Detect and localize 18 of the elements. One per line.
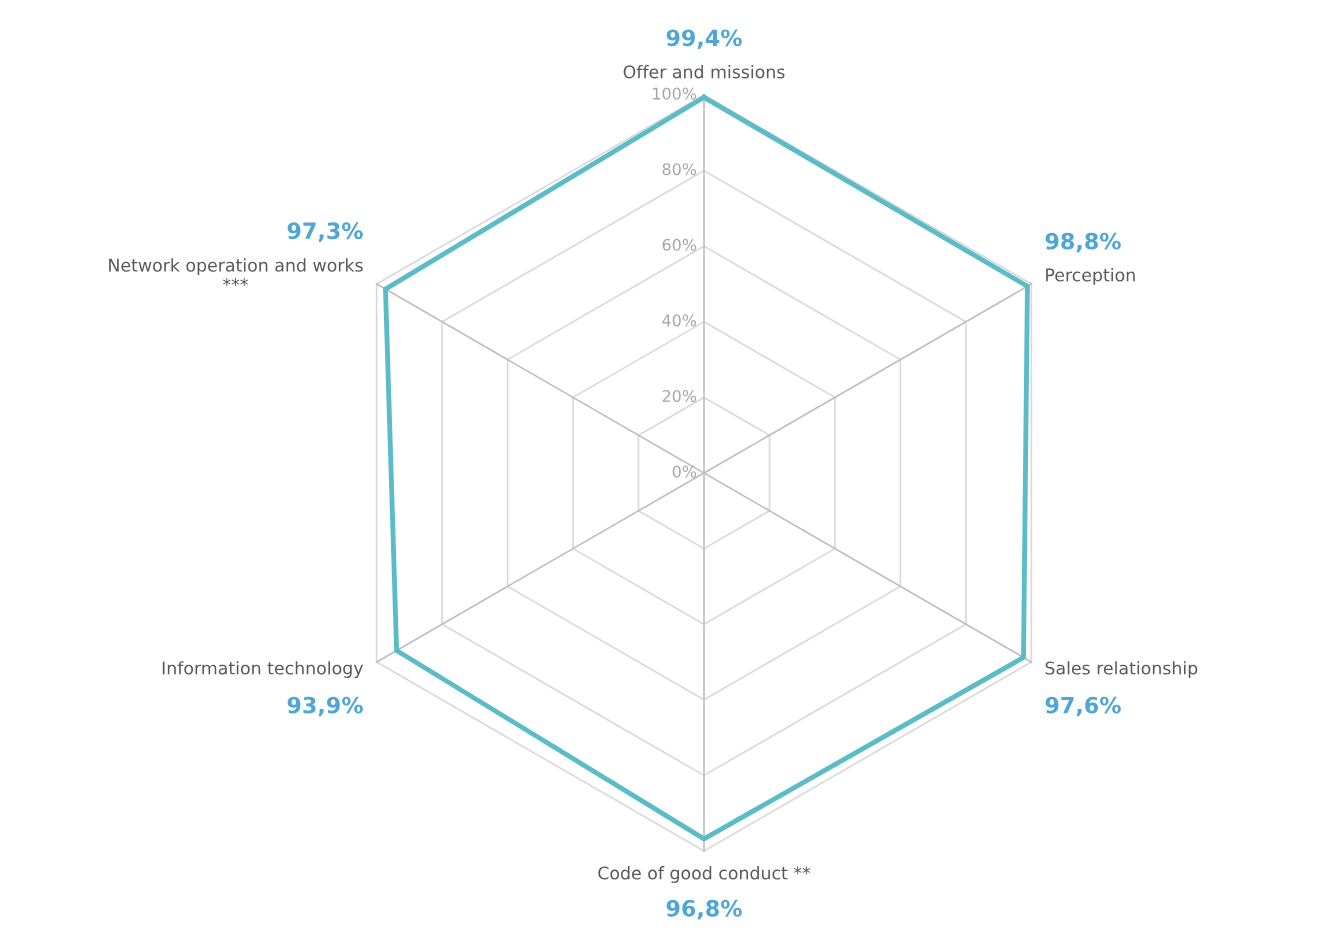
y-tick-label: 0% [672, 465, 697, 478]
spoke-label: Perception [1046, 268, 1135, 285]
data-label: 99,4% [666, 29, 742, 50]
spoke-label: Network operation and works *** [109, 258, 363, 286]
y-tick-label: 60% [662, 238, 697, 251]
y-tick-label: 40% [662, 314, 697, 327]
y-tick-label: 20% [662, 389, 697, 403]
spoke-label: Offer and missions [623, 64, 785, 79]
spoke-label: Code of good conduct ** [598, 866, 811, 883]
data-label: 96,8% [666, 899, 742, 920]
spoke-label: Sales relationship [1045, 661, 1198, 678]
data-label: 98,8% [1045, 232, 1121, 253]
y-tick-label: 100% [653, 87, 697, 100]
data-label: 97,6% [1045, 696, 1121, 717]
spoke-label: Information technology [162, 661, 364, 678]
y-tick-label: 80% [662, 163, 697, 176]
data-label: 93,9% [287, 696, 363, 717]
data-label: 97,3% [287, 222, 363, 242]
